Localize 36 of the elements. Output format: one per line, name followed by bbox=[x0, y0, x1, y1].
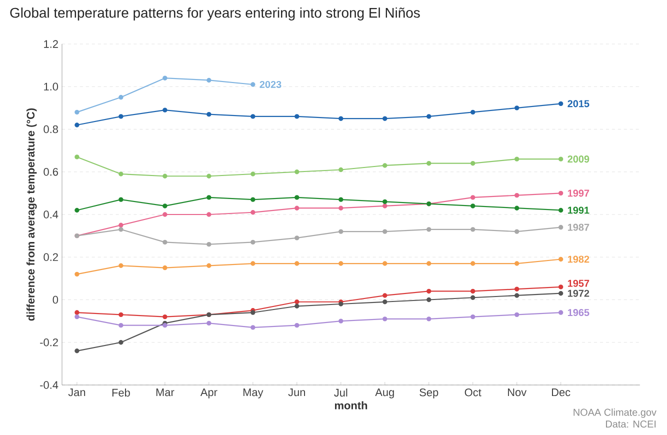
x-tick-label: Aug bbox=[375, 388, 394, 398]
series-label: 2015 bbox=[568, 100, 590, 108]
y-tick-label: 0.2 bbox=[44, 253, 58, 262]
series-label: 1972 bbox=[568, 290, 590, 297]
series-label: 1997 bbox=[568, 190, 590, 197]
y-tick-label: 1.2 bbox=[44, 40, 58, 48]
y-tick-label: -0.4 bbox=[40, 381, 58, 389]
series-label: 1957 bbox=[568, 280, 590, 287]
series-label: 2009 bbox=[568, 156, 590, 163]
y-axis-title: difference from average temperature (°C) bbox=[26, 108, 37, 321]
x-tick-label: Sep bbox=[420, 388, 438, 398]
x-tick-label: Dec bbox=[552, 388, 570, 396]
x-tick-label: Oct bbox=[464, 388, 482, 396]
x-tick-label: Mar bbox=[156, 388, 174, 396]
chart-title: Global temperature patterns for years entering into strong El Niños bbox=[10, 8, 420, 21]
y-tick-label: 0 bbox=[52, 296, 58, 304]
x-tick-label: Feb bbox=[112, 388, 130, 397]
x-tick-label: Jul bbox=[334, 388, 348, 397]
series-label: 1965 bbox=[568, 309, 590, 316]
x-tick-label: Apr bbox=[200, 388, 218, 398]
x-tick-label: Jun bbox=[288, 388, 306, 396]
series-label: 2023 bbox=[260, 80, 282, 88]
y-tick-label: -0.2 bbox=[40, 338, 58, 346]
y-tick-label: 0.4 bbox=[44, 210, 58, 218]
y-tick-label: 0.8 bbox=[44, 125, 58, 134]
x-axis-title: month bbox=[334, 401, 368, 410]
x-tick-label: Jan bbox=[68, 388, 86, 396]
series-label: 1991 bbox=[568, 206, 590, 214]
x-tick-label: Nov bbox=[508, 388, 527, 396]
series-label: 1982 bbox=[568, 256, 590, 263]
y-tick-label: 1.0 bbox=[44, 82, 58, 90]
x-tick-label: May bbox=[243, 388, 264, 398]
text: Data: NCEI bbox=[606, 420, 656, 428]
text: NOAA Climate.gov bbox=[574, 408, 656, 418]
y-tick-label: 0.6 bbox=[44, 168, 58, 176]
series-label: 1987 bbox=[568, 224, 590, 231]
